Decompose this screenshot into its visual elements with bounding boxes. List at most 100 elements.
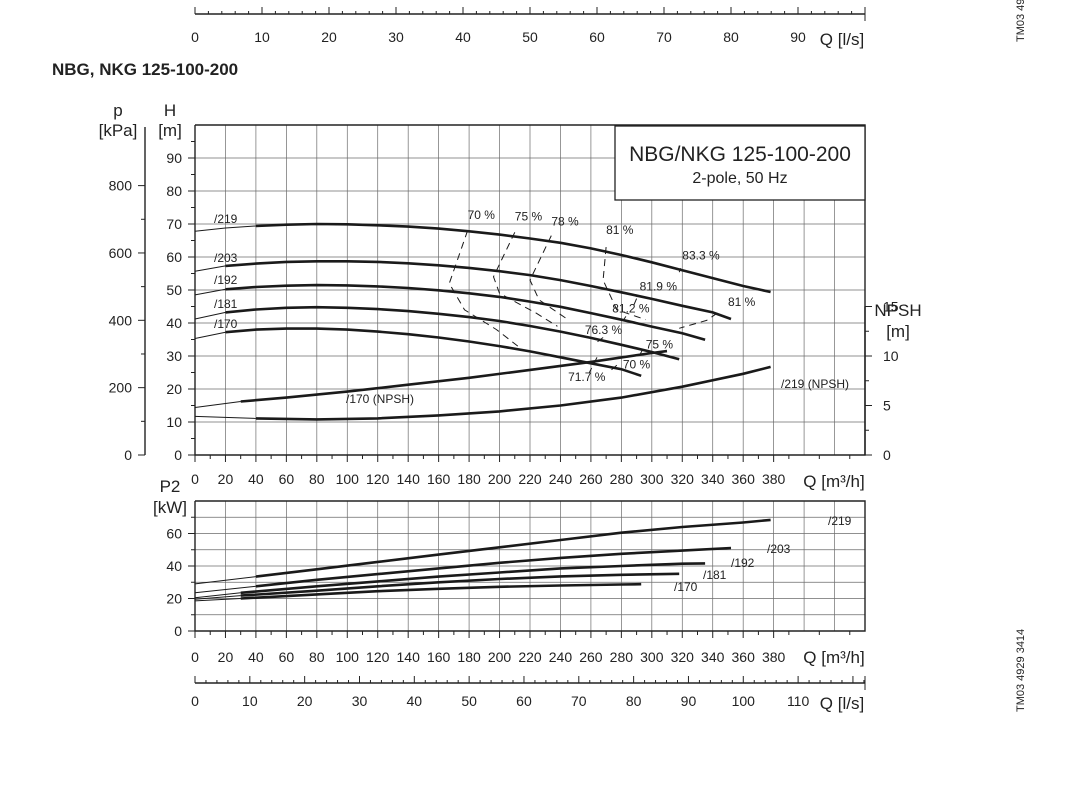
head-xtick-label: 260: [579, 471, 603, 487]
power-xtick-label: 60: [279, 649, 295, 665]
bottom-flow-scale-tick-label: 40: [407, 693, 423, 709]
head-xlabel: Q [m³/h]: [803, 472, 864, 491]
head-series-label: /219: [214, 212, 238, 226]
efficiency-label: 70 %: [468, 208, 496, 222]
info-box-subtitle: 2-pole, 50 Hz: [692, 170, 787, 187]
power-series-curve: [255, 518, 771, 578]
efficiency-label: 76.3 %: [585, 323, 623, 337]
power-xtick-label: 0: [191, 649, 199, 665]
power-xtick-label: 120: [366, 649, 390, 665]
bottom-flow-scale-tick-label: 70: [571, 693, 587, 709]
power-xtick-label: 220: [518, 649, 542, 665]
head-xtick-label: 300: [640, 471, 664, 487]
efficiency-line: [679, 312, 718, 329]
efficiency-line: [622, 316, 627, 322]
h-tick-label: 60: [166, 249, 182, 265]
power-xtick-label: 360: [732, 649, 756, 665]
power-series-curve: [240, 572, 680, 597]
power-series-label: /181: [703, 568, 727, 582]
h-axis-unit: [m]: [158, 121, 182, 140]
power-xtick-label: 80: [309, 649, 325, 665]
bottom-flow-scale-tick-label: 110: [787, 693, 810, 709]
head-series-label: /192: [214, 273, 238, 287]
top-flow-scale-tick-label: 60: [589, 29, 605, 45]
h-tick-label: 10: [166, 414, 182, 430]
bottom-flow-scale-tick-label: 90: [681, 693, 697, 709]
head-series-label: /170 (NPSH): [346, 392, 414, 406]
p-tick-label: 600: [109, 245, 133, 261]
p2-tick-label: 0: [174, 623, 182, 639]
power-xtick-label: 180: [457, 649, 481, 665]
head-series-curve: [255, 365, 771, 421]
efficiency-line: [678, 268, 682, 273]
h-tick-label: 70: [166, 216, 182, 232]
efficiency-line: [448, 230, 519, 347]
top-flow-scale-xlabel: Q [l/s]: [820, 30, 864, 49]
power-xtick-label: 200: [488, 649, 512, 665]
p-tick-label: 0: [124, 447, 132, 463]
bottom-flow-scale-xlabel: Q [l/s]: [820, 694, 864, 713]
h-tick-label: 50: [166, 282, 182, 298]
p-axis-label: p: [113, 101, 122, 120]
head-xtick-label: 0: [191, 471, 199, 487]
top-flow-scale-tick-label: 70: [656, 29, 672, 45]
power-xtick-label: 140: [397, 649, 421, 665]
head-xtick-label: 120: [366, 471, 390, 487]
power-series-curve-thin: [194, 585, 256, 594]
h-tick-label: 20: [166, 381, 182, 397]
p2-tick-label: 40: [166, 558, 182, 574]
power-xlabel: Q [m³/h]: [803, 648, 864, 667]
efficiency-label: 81.2 %: [612, 301, 650, 315]
bottom-flow-scale-tick-label: 30: [352, 693, 368, 709]
power-series-curve: [240, 582, 642, 600]
top-flow-scale-tick-label: 40: [455, 29, 471, 45]
top-flow-scale-tick-label: 0: [191, 29, 199, 45]
efficiency-label: 78 %: [551, 215, 579, 229]
bottom-flow-scale-tick-label: 10: [242, 693, 258, 709]
head-xtick-label: 200: [488, 471, 512, 487]
bottom-flow-scale-tick-label: 20: [297, 693, 313, 709]
head-series-curve: [255, 222, 771, 294]
top-flow-scale-tick-label: 20: [321, 29, 337, 45]
side-code-top: TM03 49: [1015, 0, 1027, 42]
efficiency-line: [529, 235, 569, 321]
head-xtick-label: 140: [397, 471, 421, 487]
head-series-curve-thin: [194, 401, 241, 408]
efficiency-line: [602, 247, 646, 321]
head-xtick-label: 160: [427, 471, 451, 487]
head-xtick-label: 20: [218, 471, 234, 487]
npsh-tick-label: 5: [883, 398, 891, 414]
head-xtick-label: 280: [610, 471, 634, 487]
power-xtick-label: 340: [701, 649, 725, 665]
head-series-curve: [225, 305, 680, 361]
efficiency-label: 83.3 %: [682, 249, 720, 263]
power-series-curve-thin: [194, 598, 241, 602]
head-xtick-label: 380: [762, 471, 786, 487]
npsh-tick-label: 10: [883, 348, 899, 364]
head-xtick-label: 100: [336, 471, 360, 487]
head-series-curve-thin: [194, 415, 256, 419]
power-series-label: /192: [731, 556, 755, 570]
h-tick-label: 0: [174, 447, 182, 463]
power-series-curve: [255, 546, 732, 588]
head-series-curve-thin: [194, 288, 226, 296]
power-series-curve-thin: [194, 576, 256, 585]
head-xtick-label: 220: [518, 471, 542, 487]
bottom-flow-scale-tick-label: 60: [516, 693, 532, 709]
power-xtick-label: 40: [248, 649, 264, 665]
head-series-curve-thin: [194, 225, 256, 232]
top-flow-scale-tick-label: 50: [522, 29, 538, 45]
h-axis-label: H: [164, 101, 176, 120]
head-xtick-label: 80: [309, 471, 325, 487]
head-series-label: /170: [214, 317, 238, 331]
h-tick-label: 30: [166, 348, 182, 364]
bottom-flow-scale-tick-label: 50: [461, 693, 477, 709]
power-xtick-label: 320: [671, 649, 695, 665]
efficiency-line: [588, 357, 598, 373]
p2-tick-label: 20: [166, 591, 182, 607]
head-xtick-label: 180: [457, 471, 481, 487]
power-series-label: /219: [828, 514, 852, 528]
efficiency-label: 75 %: [646, 338, 674, 352]
h-tick-label: 90: [166, 150, 182, 166]
